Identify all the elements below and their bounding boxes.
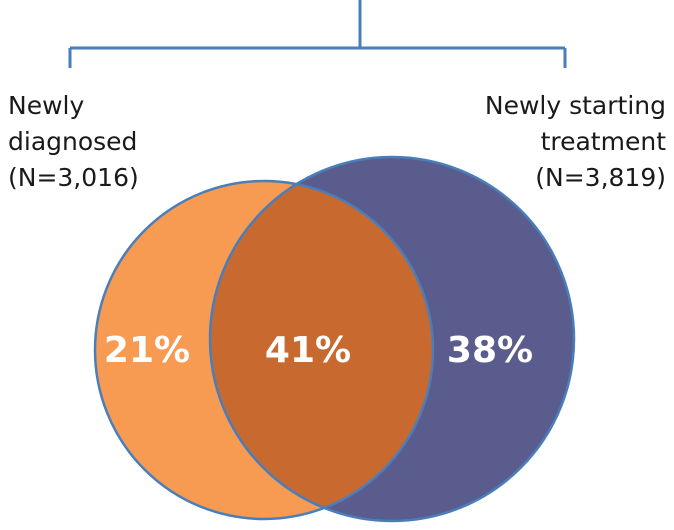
newly-diagnosed-outline [93,179,435,521]
overlap-percent: 41% [265,330,351,371]
newly-diagnosed-label: Newly diagnosed (N=3,016) [8,88,139,196]
right-only-percent: 38% [447,330,533,371]
newly-starting-treatment-label: Newly starting treatment (N=3,819) [485,88,666,196]
newly-starting-treatment-outline [208,155,576,523]
newly-starting-treatment-label-line-2: treatment [540,127,666,156]
newly-starting-treatment-label-line-3: (N=3,819) [535,163,666,192]
newly-diagnosed-label-line-2: diagnosed [8,127,138,156]
left-only-percent: 21% [104,330,190,371]
overlap-region [210,181,433,519]
newly-starting-treatment-label-line-1: Newly starting [484,91,666,120]
newly-diagnosed-label-line-3: (N=3,016) [8,163,139,192]
bracket [68,0,567,68]
newly-diagnosed-label-line-1: Newly [8,91,85,120]
